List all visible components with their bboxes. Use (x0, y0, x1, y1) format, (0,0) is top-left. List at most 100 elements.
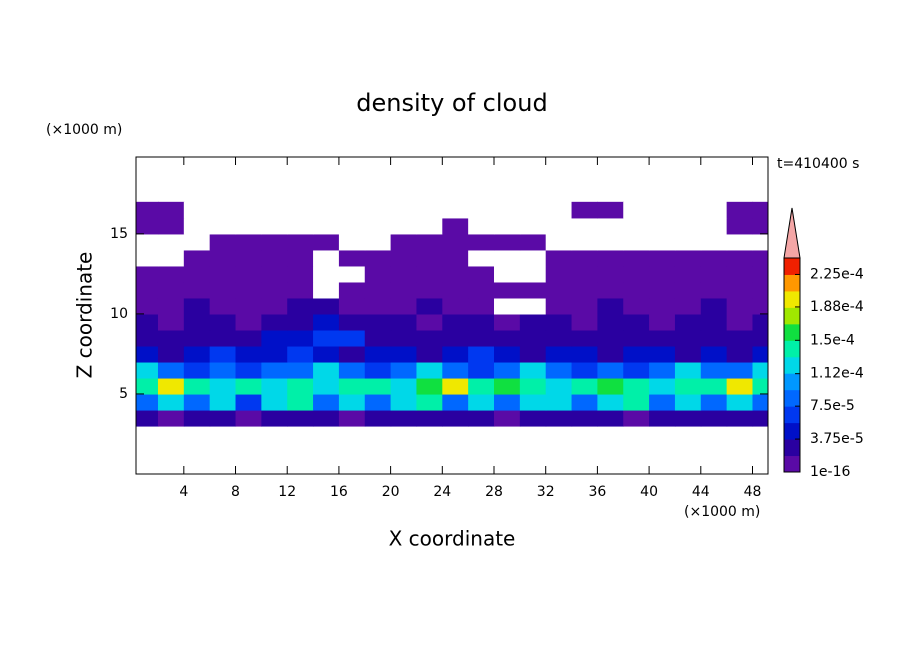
contour-cell (313, 249, 340, 267)
contour-cell (136, 217, 159, 235)
contour-cell (571, 377, 598, 395)
contour-cell (674, 329, 702, 347)
contour-cell (726, 409, 754, 427)
contour-field (136, 201, 768, 427)
contour-cell (623, 249, 650, 267)
contour-cell (726, 233, 754, 251)
x-tick-label: 28 (485, 484, 503, 500)
contour-cell (649, 393, 676, 411)
contour-cell (674, 345, 702, 363)
contour-cell (623, 345, 650, 363)
x-tick-label: 36 (588, 484, 606, 500)
contour-cell (235, 201, 262, 219)
colorbar-band (784, 290, 800, 308)
contour-cell (649, 329, 676, 347)
contour-cell (468, 217, 495, 235)
contour-cell (183, 249, 211, 267)
contour-cell (287, 393, 314, 411)
contour-cell (623, 377, 650, 395)
y-unit: (×1000 m) (46, 122, 122, 138)
contour-cell (261, 313, 288, 331)
contour-cell (261, 393, 288, 411)
x-unit: (×1000 m) (684, 504, 760, 520)
contour-cell (468, 313, 495, 331)
colorbar-band (784, 406, 800, 424)
contour-cell (597, 345, 624, 363)
contour-cell (623, 281, 650, 299)
contour-cell (136, 313, 159, 331)
contour-cell (468, 201, 495, 219)
plot-frame (135, 156, 769, 475)
contour-cell (519, 201, 547, 219)
contour-cell (752, 201, 768, 219)
contour-cell (261, 233, 288, 251)
contour-cell (338, 361, 366, 379)
contour-cell (416, 249, 443, 267)
contour-cell (442, 297, 469, 315)
contour-cell (390, 393, 418, 411)
contour-cell (674, 377, 702, 395)
contour-cell (183, 233, 211, 251)
colorbar-tick-label: 7.5e-5 (810, 398, 855, 414)
contour-cell (364, 233, 392, 251)
contour-cell (261, 345, 288, 363)
contour-cell (649, 201, 676, 219)
contour-cell (235, 409, 262, 427)
contour-cell (597, 409, 624, 427)
contour-cell (442, 217, 469, 235)
contour-cell (313, 265, 340, 283)
contour-cell (571, 217, 598, 235)
contour-cell (183, 345, 211, 363)
contour-cell (442, 393, 469, 411)
contour-cell (390, 329, 418, 347)
contour-cell (287, 297, 314, 315)
colorbar-band (784, 274, 800, 292)
contour-cell (416, 201, 443, 219)
contour-cell (209, 329, 237, 347)
contour-cell (468, 329, 495, 347)
contour-cell (338, 409, 366, 427)
contour-cell (442, 377, 469, 395)
contour-cell (519, 313, 547, 331)
y-tick-label: 5 (119, 386, 128, 402)
contour-cell (313, 329, 340, 347)
contour-cell (649, 297, 676, 315)
contour-cell (261, 297, 288, 315)
contour-cell (313, 233, 340, 251)
contour-cell (700, 265, 728, 283)
contour-cell (183, 313, 211, 331)
y-tick-label: 10 (110, 306, 128, 322)
contour-cell (287, 201, 314, 219)
contour-cell (416, 313, 443, 331)
contour-cell (519, 249, 547, 267)
contour-cell (209, 249, 237, 267)
contour-cell (442, 345, 469, 363)
contour-cell (571, 361, 598, 379)
contour-cell (209, 393, 237, 411)
contour-cell (597, 297, 624, 315)
contour-cell (261, 361, 288, 379)
contour-cell (287, 313, 314, 331)
contour-cell (649, 409, 676, 427)
contour-cell (700, 409, 728, 427)
y-axis-label: Z coordinate (73, 252, 97, 379)
colorbar-band (784, 373, 800, 391)
contour-cell (261, 329, 288, 347)
contour-cell (649, 345, 676, 363)
contour-cell (597, 249, 624, 267)
contour-cell (674, 297, 702, 315)
contour-cell (571, 233, 598, 251)
contour-cell (313, 281, 340, 299)
contour-cell (571, 249, 598, 267)
contour-cell (700, 313, 728, 331)
contour-cell (313, 377, 340, 395)
contour-cell (157, 249, 185, 267)
contour-cell (390, 377, 418, 395)
contour-cell (338, 313, 366, 331)
colorbar-band (784, 258, 800, 275)
contour-cell (338, 329, 366, 347)
contour-cell (416, 345, 443, 363)
contour-cell (597, 281, 624, 299)
contour-cell (235, 265, 262, 283)
contour-cell (235, 217, 262, 235)
